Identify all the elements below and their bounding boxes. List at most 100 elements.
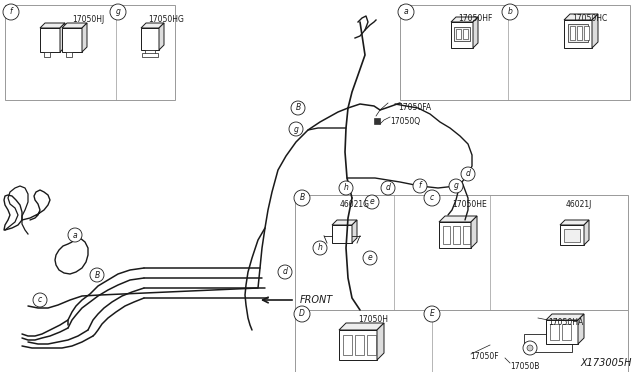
Bar bbox=[550, 324, 559, 340]
Bar bbox=[524, 334, 572, 352]
Polygon shape bbox=[159, 23, 164, 50]
Bar bbox=[562, 324, 571, 340]
Bar bbox=[332, 225, 352, 243]
Bar bbox=[584, 26, 589, 40]
Polygon shape bbox=[82, 23, 87, 52]
Text: c: c bbox=[430, 193, 434, 202]
Circle shape bbox=[313, 241, 327, 255]
Text: 17050H: 17050H bbox=[358, 315, 388, 324]
Bar bbox=[463, 29, 468, 39]
Polygon shape bbox=[473, 17, 478, 48]
Circle shape bbox=[110, 4, 126, 20]
Bar bbox=[5, 5, 175, 100]
Polygon shape bbox=[546, 314, 584, 320]
Polygon shape bbox=[578, 314, 584, 344]
Circle shape bbox=[527, 345, 533, 351]
Circle shape bbox=[381, 181, 395, 195]
Bar bbox=[44, 52, 50, 57]
Text: E: E bbox=[429, 310, 435, 318]
Circle shape bbox=[424, 306, 440, 322]
Circle shape bbox=[289, 122, 303, 136]
Text: 17050F: 17050F bbox=[470, 352, 499, 361]
Circle shape bbox=[339, 181, 353, 195]
Circle shape bbox=[278, 265, 292, 279]
Bar bbox=[343, 335, 352, 355]
Text: e: e bbox=[370, 198, 374, 206]
Text: a: a bbox=[73, 231, 77, 240]
Bar bbox=[355, 335, 364, 355]
Text: c: c bbox=[38, 295, 42, 305]
Bar bbox=[40, 28, 60, 52]
Circle shape bbox=[363, 251, 377, 265]
Text: FRONT: FRONT bbox=[300, 295, 333, 305]
Bar bbox=[564, 229, 580, 242]
Text: h: h bbox=[317, 244, 323, 253]
Polygon shape bbox=[584, 220, 589, 245]
Bar bbox=[570, 26, 575, 40]
Circle shape bbox=[3, 4, 19, 20]
Text: 17050B: 17050B bbox=[510, 362, 540, 371]
Bar bbox=[463, 226, 470, 244]
Polygon shape bbox=[564, 14, 598, 20]
Circle shape bbox=[398, 4, 414, 20]
Bar bbox=[66, 52, 72, 57]
Text: 17050HA: 17050HA bbox=[548, 318, 583, 327]
Bar bbox=[374, 118, 380, 124]
Bar bbox=[145, 50, 155, 56]
Bar bbox=[456, 29, 461, 39]
Text: f: f bbox=[419, 182, 421, 190]
Bar bbox=[443, 226, 450, 244]
Bar bbox=[560, 225, 584, 245]
Circle shape bbox=[424, 190, 440, 206]
Text: D: D bbox=[299, 310, 305, 318]
Text: 17050HJ: 17050HJ bbox=[72, 15, 104, 24]
Polygon shape bbox=[471, 216, 477, 248]
Text: b: b bbox=[508, 7, 513, 16]
Bar bbox=[577, 26, 582, 40]
Circle shape bbox=[523, 341, 537, 355]
Circle shape bbox=[33, 293, 47, 307]
Polygon shape bbox=[560, 220, 589, 225]
Text: e: e bbox=[367, 253, 372, 263]
Bar bbox=[453, 226, 460, 244]
Bar bbox=[400, 5, 630, 100]
Text: B: B bbox=[296, 103, 301, 112]
Bar bbox=[141, 28, 159, 50]
Bar bbox=[439, 222, 471, 248]
Text: B: B bbox=[300, 193, 305, 202]
Polygon shape bbox=[62, 23, 87, 28]
Text: 46021J: 46021J bbox=[566, 200, 593, 209]
Text: g: g bbox=[116, 7, 120, 16]
Polygon shape bbox=[40, 23, 65, 28]
Circle shape bbox=[294, 306, 310, 322]
Bar bbox=[142, 53, 158, 57]
Bar bbox=[339, 330, 377, 360]
Text: B: B bbox=[94, 270, 100, 279]
Polygon shape bbox=[141, 23, 164, 28]
Circle shape bbox=[291, 101, 305, 115]
Text: d: d bbox=[465, 170, 470, 179]
Bar bbox=[295, 195, 628, 310]
Bar bbox=[454, 27, 470, 41]
Circle shape bbox=[294, 190, 310, 206]
Circle shape bbox=[449, 179, 463, 193]
Text: 17050HC: 17050HC bbox=[572, 14, 607, 23]
Text: f: f bbox=[10, 7, 12, 16]
Circle shape bbox=[68, 228, 82, 242]
Bar bbox=[62, 28, 82, 52]
Circle shape bbox=[502, 4, 518, 20]
Text: 17050HG: 17050HG bbox=[148, 15, 184, 24]
Polygon shape bbox=[592, 14, 598, 48]
Text: d: d bbox=[385, 183, 390, 192]
Polygon shape bbox=[339, 323, 384, 330]
Bar bbox=[451, 22, 473, 48]
Polygon shape bbox=[352, 220, 357, 243]
Bar bbox=[564, 20, 592, 48]
Bar bbox=[546, 320, 578, 344]
Text: 17050HE: 17050HE bbox=[452, 200, 487, 209]
Text: g: g bbox=[294, 125, 298, 134]
Text: X173005H: X173005H bbox=[580, 358, 632, 368]
Text: a: a bbox=[404, 7, 408, 16]
Bar bbox=[568, 24, 588, 42]
Text: g: g bbox=[454, 182, 458, 190]
